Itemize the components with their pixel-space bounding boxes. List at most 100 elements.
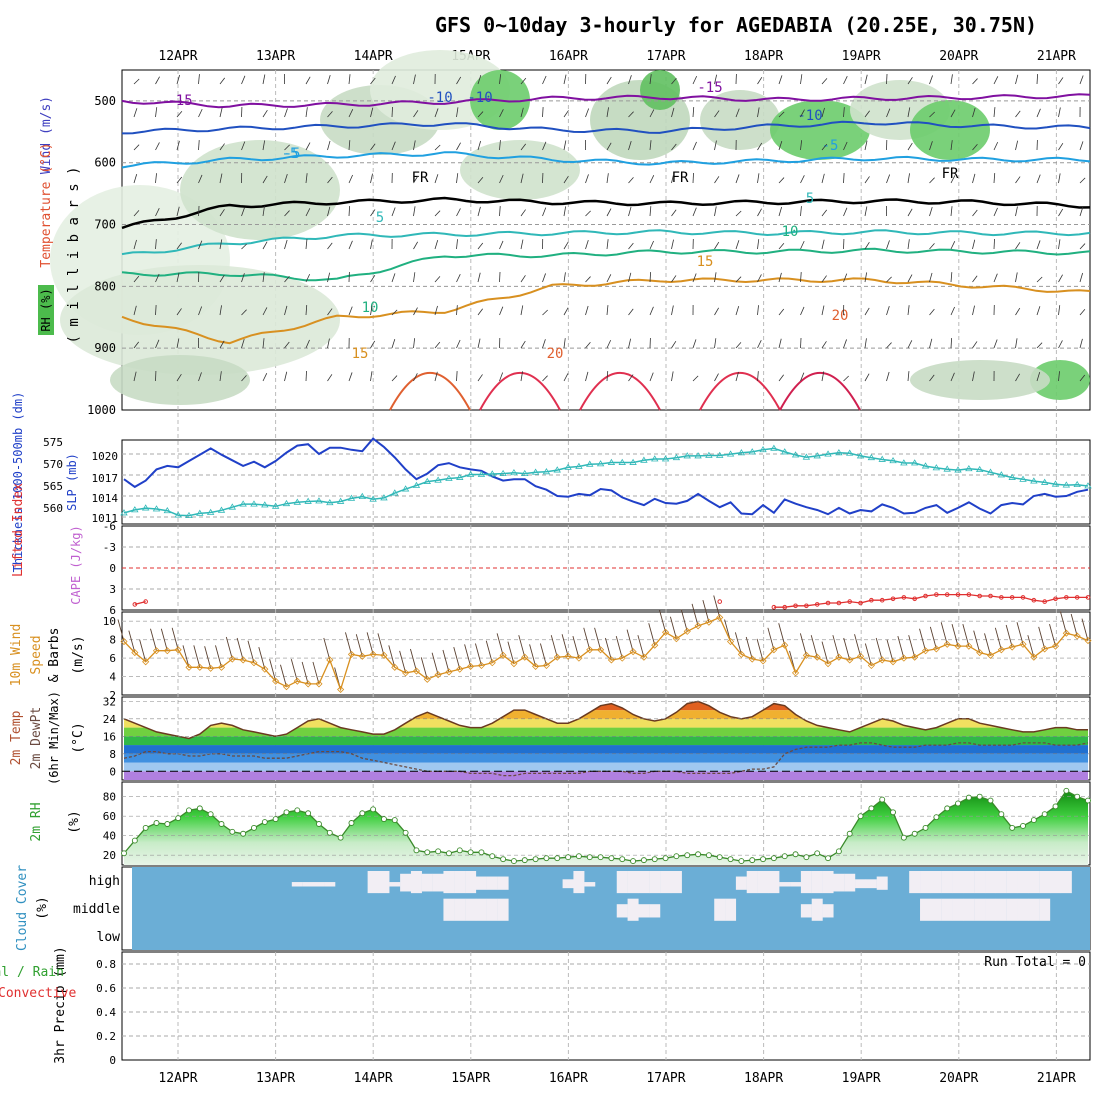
rh-marker	[922, 824, 929, 831]
rh-marker	[131, 837, 138, 844]
wind10-marker	[781, 641, 789, 649]
thickness-marker	[466, 470, 475, 477]
wind-barb	[585, 371, 589, 382]
cloud-gap	[670, 871, 682, 894]
wind-barb	[907, 173, 910, 184]
thickness-marker	[131, 506, 139, 513]
wind10-marker	[932, 645, 940, 653]
wind-barb	[864, 74, 868, 85]
wind-barb	[757, 107, 760, 118]
ylabel-wind10: 10m Wind	[9, 624, 24, 687]
rh-marker	[760, 856, 767, 863]
wind-barb	[348, 240, 353, 250]
cloud-gap	[833, 873, 845, 892]
wind-barb	[542, 75, 547, 85]
thickness-marker	[217, 506, 226, 513]
wind-barb	[1058, 239, 1061, 250]
contour-label: 10	[362, 300, 379, 316]
pressure-tick-label: 700	[94, 218, 116, 232]
thickness-marker	[456, 473, 464, 480]
wind-barb	[1079, 272, 1084, 283]
panel-frame-slp	[121, 439, 1091, 525]
rh-marker	[619, 856, 626, 863]
wind-barb	[348, 74, 351, 85]
wind-barb	[348, 109, 354, 118]
cloud-gap	[1060, 871, 1072, 894]
wind-barb	[133, 239, 137, 250]
temp-band	[124, 745, 1088, 754]
wind-barb	[327, 206, 331, 217]
wind10-marker	[867, 661, 875, 670]
wind10-barb	[171, 627, 179, 650]
rh-marker	[976, 793, 983, 800]
rh-marker	[868, 805, 875, 812]
rh-marker	[640, 857, 647, 864]
wind-barb	[606, 239, 609, 250]
cloud-gap	[876, 876, 888, 890]
cloud-gap	[454, 871, 466, 894]
rh-marker	[1041, 811, 1048, 818]
wind-barb	[821, 275, 827, 283]
thickness-marker	[802, 453, 811, 460]
wind-barb	[477, 242, 484, 250]
wind-barb	[993, 273, 998, 283]
ylabel-millibars: ( m i l l i b a r s )	[66, 166, 82, 343]
wind-barb	[133, 108, 138, 118]
wind-barb	[649, 140, 652, 151]
rh-marker	[478, 849, 485, 856]
rh-marker	[261, 819, 268, 825]
wind-barb	[413, 373, 418, 382]
wind-barb	[391, 107, 393, 118]
thickness-marker	[997, 471, 1006, 478]
contour-label: 5	[376, 210, 384, 226]
cloud-gap	[920, 871, 932, 894]
thickness-tick: 560	[43, 502, 63, 515]
rh-marker	[283, 809, 290, 816]
wind-barb	[907, 77, 913, 85]
wind-barb	[692, 207, 697, 217]
wind-barb	[563, 307, 569, 316]
wind10-marker	[282, 683, 291, 691]
wind10-barb	[420, 657, 428, 680]
date-label-bottom: 19APR	[842, 1071, 881, 1086]
date-label-top: 14APR	[354, 49, 393, 64]
ylabel-dewpt: 2m DewPt	[29, 707, 44, 770]
wind-barb	[778, 206, 783, 217]
thickness-marker	[726, 450, 735, 457]
wind-barb	[714, 206, 717, 217]
wind-barb	[305, 371, 307, 382]
wind10-barb	[1016, 622, 1024, 645]
ylabel-precip-conv: Convective	[0, 986, 76, 1001]
cloud-gap	[1006, 898, 1018, 921]
wind-barb	[284, 371, 288, 382]
wind-barb	[800, 240, 805, 250]
wind10-marker	[672, 635, 680, 643]
cloud-gap	[844, 873, 856, 892]
wind-barb	[155, 208, 160, 217]
wind10-marker	[835, 653, 843, 661]
wind10-marker	[694, 622, 702, 630]
rh-marker	[835, 848, 842, 855]
rh-marker	[348, 820, 355, 826]
wind10-marker	[1062, 629, 1070, 637]
wind-barb	[477, 272, 481, 283]
thickness-marker	[672, 453, 681, 461]
rh-marker	[987, 797, 994, 804]
contour-line	[121, 229, 1091, 256]
cloud-gap	[768, 871, 780, 894]
wind-barb	[757, 173, 760, 184]
cloud-gap	[400, 873, 412, 892]
thickness-marker	[304, 497, 312, 504]
wind-barb	[477, 140, 482, 151]
wind10-barb	[843, 637, 851, 661]
wind-barb	[843, 76, 848, 85]
wind10-barb	[182, 645, 190, 668]
wind-barb	[219, 239, 223, 250]
wind10-barb	[897, 635, 905, 659]
cloud-gap	[389, 882, 401, 887]
rh-marker	[727, 856, 734, 863]
wind-barb	[133, 173, 138, 184]
wind-barb	[778, 75, 783, 85]
wind-barb	[198, 306, 203, 316]
cloud-gap	[410, 871, 422, 894]
